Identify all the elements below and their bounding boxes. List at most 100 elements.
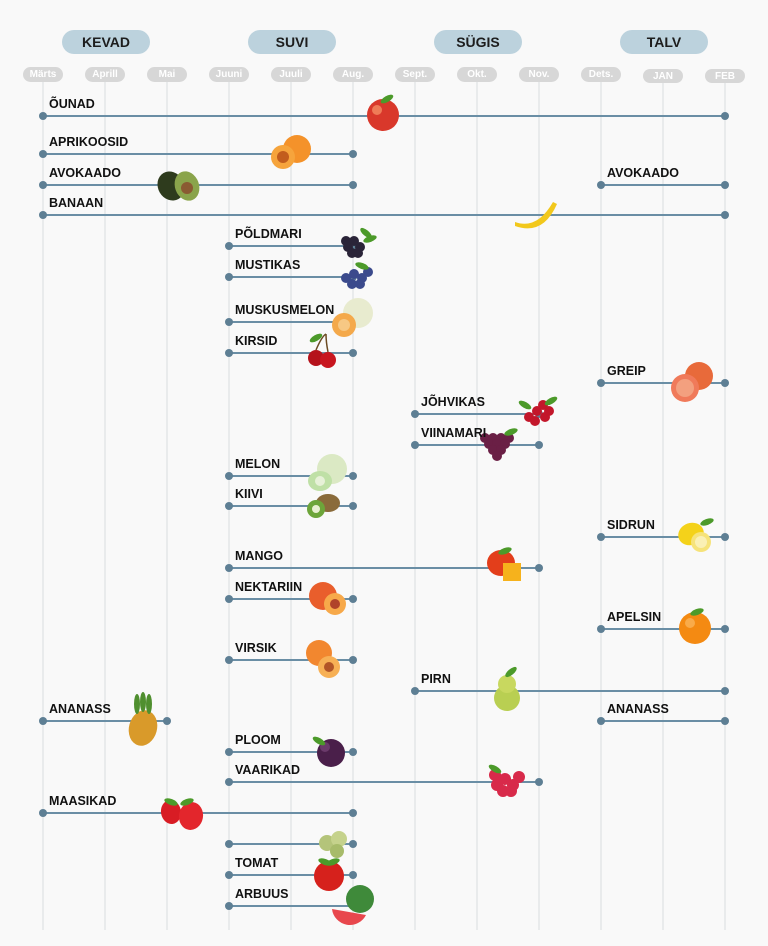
month-label: Aprill [85, 67, 125, 82]
bar-start-dot [39, 809, 47, 817]
bar-end-dot [349, 502, 357, 510]
bar-end-dot [721, 625, 729, 633]
bar-start-dot [597, 379, 605, 387]
fruit-label: ARBUUS [235, 887, 289, 901]
bar-end-dot [721, 211, 729, 219]
cranberry-icon [518, 396, 558, 426]
bar-end-dot [349, 656, 357, 664]
bar-end-dot [349, 181, 357, 189]
fruit-label: GREIP [607, 364, 646, 378]
bar-end-dot [721, 181, 729, 189]
fruit-label: PIRN [421, 672, 451, 686]
bar-end-dot [349, 748, 357, 756]
apricot-icon [271, 135, 311, 169]
fruit-label: MAASIKAD [49, 794, 117, 808]
bar-end-dot [721, 533, 729, 541]
fruit-label: TOMAT [235, 856, 279, 870]
bar-start-dot [225, 242, 233, 250]
season-label: SUVI [248, 30, 336, 54]
bar-end-dot [163, 717, 171, 725]
orange-icon [679, 608, 711, 644]
bar-end-dot [535, 441, 543, 449]
plum-icon [312, 736, 345, 767]
bar-start-dot [39, 181, 47, 189]
bar-start-dot [225, 472, 233, 480]
raspberry-icon [488, 764, 525, 797]
month-label: Juuni [209, 67, 249, 82]
mango-icon [487, 547, 521, 581]
month-label: Juuli [271, 67, 311, 82]
season-label: TALV [620, 30, 708, 54]
fruit-label: ANANASS [607, 702, 669, 716]
bar-start-dot [597, 717, 605, 725]
grapefruit-icon [671, 362, 713, 402]
fruit-label: MANGO [235, 549, 283, 563]
fruit-label: AVOKAADO [49, 166, 121, 180]
fruit-label: MELON [235, 457, 281, 471]
month-label: JAN [643, 69, 683, 83]
bar-start-dot [225, 656, 233, 664]
season-label: KEVAD [62, 30, 150, 54]
kiwi-icon [307, 494, 340, 518]
bar-end-dot [721, 687, 729, 695]
bar-end-dot [535, 778, 543, 786]
avocado-icon [157, 171, 200, 201]
fruit-label: VIRSIK [235, 641, 277, 655]
month-label: Nov. [519, 67, 559, 82]
peach-icon [306, 640, 340, 678]
watermelon-icon [332, 885, 374, 925]
bar-start-dot [597, 533, 605, 541]
nectarine-icon [309, 582, 346, 615]
fruit-label: JÕHVIKAS [421, 395, 485, 409]
bar-start-dot [411, 410, 419, 418]
fruit-label: AVOKAADO [607, 166, 679, 180]
pineapple-icon [128, 692, 158, 746]
pear-icon [494, 666, 520, 711]
bar-start-dot [39, 150, 47, 158]
fruit-label: NEKTARIIN [235, 580, 303, 594]
cantaloupe-icon [332, 298, 373, 337]
month-label: Märts [23, 67, 63, 82]
fruit-label: VIINAMARI [421, 426, 487, 440]
bar-end-dot [349, 349, 357, 357]
bar-end-dot [349, 871, 357, 879]
bar-end-dot [535, 564, 543, 572]
cherry-icon [308, 333, 336, 368]
bar-end-dot [349, 809, 357, 817]
bar-start-dot [225, 595, 233, 603]
bar-start-dot [225, 349, 233, 357]
fruit-label: PLOOM [235, 733, 281, 747]
bar-start-dot [225, 318, 233, 326]
fruit-label: APELSIN [607, 610, 662, 624]
fruit-label: ANANASS [49, 702, 111, 716]
fruit-label: MUSTIKAS [235, 258, 301, 272]
bar-start-dot [225, 778, 233, 786]
bar-start-dot [597, 181, 605, 189]
tomato-icon [314, 858, 344, 891]
fruit-label: BANAAN [49, 196, 104, 210]
season-label: SÜGIS [434, 30, 522, 54]
bar-start-dot [225, 564, 233, 572]
month-label: Okt. [457, 67, 497, 82]
month-label: Sept. [395, 67, 435, 82]
bar-end-dot [721, 112, 729, 120]
blueberry-icon [341, 262, 373, 289]
bar-start-dot [225, 273, 233, 281]
bar-start-dot [411, 441, 419, 449]
bar-end-dot [349, 150, 357, 158]
bar-end-dot [349, 472, 357, 480]
bar-start-dot [411, 687, 419, 695]
month-label: Aug. [333, 67, 373, 82]
bar-start-dot [225, 840, 233, 848]
melon-icon [308, 454, 347, 491]
fruit-label: SIDRUN [607, 518, 655, 532]
bar-start-dot [39, 112, 47, 120]
banana-icon [515, 202, 557, 229]
fruit-label: APRIKOOSID [49, 135, 129, 149]
grape-icon [480, 428, 518, 461]
month-label: FEB [705, 69, 745, 83]
apple-icon [367, 94, 399, 131]
fruit-label: KIIVI [235, 487, 263, 501]
bar-start-dot [39, 717, 47, 725]
